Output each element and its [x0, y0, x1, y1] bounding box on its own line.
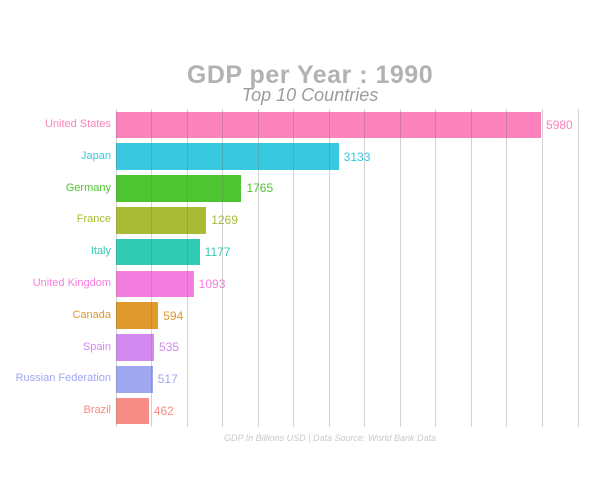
category-label: Canada — [72, 308, 111, 321]
bar — [116, 111, 542, 139]
bar-row: 594 — [116, 300, 578, 332]
value-label: 462 — [153, 404, 174, 419]
plot-area: 5980 3133 1765 1269 1177 1093 594 535 517 462 — [115, 109, 579, 427]
bar — [116, 207, 207, 234]
category-label: France — [76, 213, 111, 226]
bar — [116, 302, 159, 329]
category-label: Russian Federation — [15, 372, 111, 385]
value-label: 1765 — [246, 181, 274, 196]
value-label: 5980 — [546, 117, 573, 132]
category-labels: United States Japan Germany France Italy Unit… — [0, 109, 111, 427]
bar — [116, 270, 194, 298]
bar-row: 462 — [116, 395, 578, 427]
value-label: 517 — [157, 372, 178, 387]
category-label: Japan — [81, 149, 111, 162]
category-label: Italy — [90, 245, 111, 258]
bar — [116, 397, 149, 425]
category-label: United Kingdom — [32, 276, 111, 289]
value-label: 1269 — [211, 213, 238, 228]
value-label: 1093 — [198, 276, 226, 291]
value-label: 535 — [159, 340, 180, 355]
bar — [116, 175, 242, 202]
value-label: 1177 — [204, 245, 231, 260]
bar-row: 5980 — [116, 109, 578, 141]
bar — [116, 334, 155, 361]
value-label: 594 — [163, 308, 184, 323]
chart-caption: GDP In Billions USD | Data Source: World… — [223, 433, 437, 443]
value-label: 3133 — [343, 149, 371, 164]
bar-row: 1093 — [116, 268, 578, 300]
bar-row: 535 — [116, 332, 578, 364]
bar-row: 1269 — [116, 204, 578, 236]
chart-subtitle: Top 10 Countries — [241, 85, 379, 105]
bar-row: 3133 — [116, 141, 578, 173]
bar — [116, 143, 339, 170]
bar-row: 1177 — [116, 236, 578, 268]
category-label: Germany — [65, 181, 111, 194]
category-label: Brazil — [83, 404, 111, 417]
bar — [116, 366, 153, 393]
bar — [116, 238, 200, 266]
category-label: United States — [44, 118, 111, 130]
category-label: Spain — [82, 340, 111, 353]
bar-row: 1765 — [116, 173, 578, 205]
chart-title: GDP per Year : 1990 — [186, 61, 434, 89]
bar-row: 517 — [116, 363, 578, 395]
bar-rows: 5980 3133 1765 1269 1177 1093 594 535 517 462 — [116, 109, 578, 427]
